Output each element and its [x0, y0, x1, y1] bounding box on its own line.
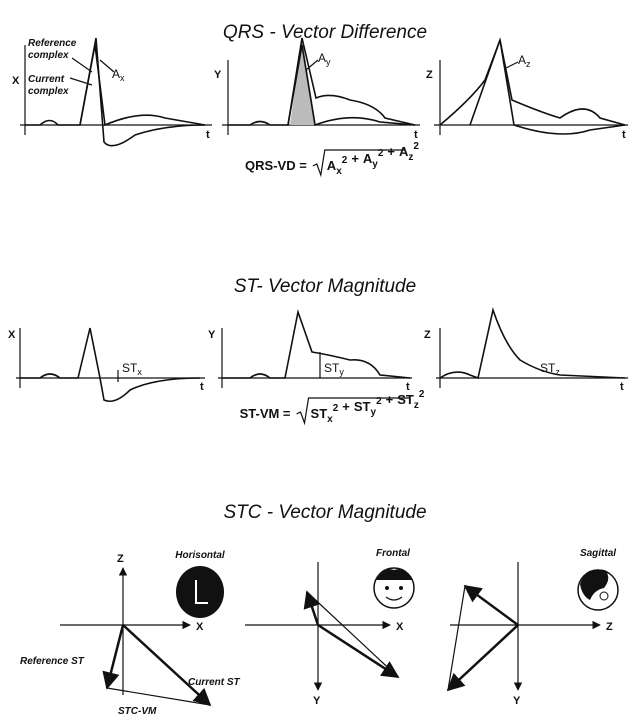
term-base: ST: [354, 399, 371, 414]
st-panel-y: Y t STy: [208, 312, 412, 393]
current-label: Current: [28, 74, 65, 85]
axis-label: Y: [313, 695, 321, 707]
axis-label: Z: [117, 553, 124, 565]
label-base: ST: [122, 361, 138, 375]
operator: +: [342, 399, 350, 414]
st-label: STz: [540, 361, 560, 377]
area-label: Az: [518, 53, 531, 69]
formula-text: ST-VM =: [240, 406, 291, 421]
axis-label: Z: [426, 69, 433, 81]
term-sub: z: [408, 152, 413, 163]
qrs-panel-z: Z t Az: [426, 40, 628, 141]
operator: +: [386, 392, 394, 407]
formula-lhs: QRS-VD =: [245, 158, 307, 173]
formula-text: QRS-VD =: [245, 158, 307, 173]
formula-terms: STx2+STy2+STz2: [311, 389, 425, 425]
plane-name: Horisontal: [175, 550, 225, 561]
term-sup: 2: [413, 141, 419, 152]
horizontal-plane: Z X Horisontal Reference ST Current ST S…: [20, 550, 241, 717]
section-title: STC - Vector Magnitude: [223, 502, 426, 523]
label-sub: z: [526, 59, 531, 69]
qrs-panel-x: Reference complex Current complex X t Ax: [12, 38, 212, 146]
axis-label: Y: [513, 695, 521, 707]
term-base: ST: [397, 392, 414, 407]
label-base: A: [518, 53, 526, 67]
term-sup: 2: [333, 403, 339, 414]
current-label: complex: [28, 86, 69, 97]
formula-lhs: ST-VM =: [240, 406, 291, 421]
st-panel-x: X t STx: [8, 328, 205, 401]
label-base: ST: [540, 361, 556, 375]
st-label: STx: [122, 361, 142, 377]
label-sub: y: [339, 367, 344, 377]
term-sub: z: [414, 400, 419, 411]
plane-name: Frontal: [376, 548, 410, 559]
frontal-plane: X Y Frontal: [245, 548, 414, 707]
label-sub: x: [120, 73, 125, 83]
time-label: t: [622, 129, 626, 141]
formula-terms: Ax2+Ay2+Az2: [327, 141, 420, 177]
sagittal-plane: Z Y Sagittal: [448, 548, 618, 707]
term-sub: x: [336, 166, 342, 177]
label-base: ST: [324, 361, 340, 375]
area-label: Ay: [318, 51, 331, 67]
term-base: ST: [311, 406, 328, 421]
label-sub: y: [326, 57, 331, 67]
qrs-panel-y: Y t Ay: [214, 38, 420, 141]
label-base: A: [318, 51, 326, 65]
st-panel-z: Z t STz: [424, 310, 628, 393]
plane-name: Sagittal: [580, 548, 616, 559]
label-sub: z: [555, 367, 560, 377]
stc-vm: STC-VM: [118, 706, 157, 717]
axis-label: X: [12, 75, 20, 87]
section-title: QRS - Vector Difference: [223, 22, 427, 43]
axis-label: Z: [606, 621, 613, 633]
axis-label: Y: [208, 329, 216, 341]
reference-label: complex: [28, 50, 69, 61]
axis-label: X: [396, 621, 404, 633]
time-label: t: [620, 381, 624, 393]
label-sub: x: [137, 367, 142, 377]
formula: QRS-VD =Ax2+Ay2+Az2: [245, 141, 419, 177]
axis-label: Y: [214, 69, 222, 81]
term-sub: y: [372, 159, 378, 170]
current-st: Current ST: [188, 677, 241, 688]
diagram: QRS - Vector Difference Reference comple…: [0, 0, 643, 718]
time-label: t: [200, 381, 204, 393]
label-base: A: [112, 67, 120, 81]
formula: ST-VM =STx2+STy2+STz2: [240, 389, 425, 425]
axis-label: X: [8, 329, 16, 341]
operator: +: [351, 151, 359, 166]
time-label: t: [206, 129, 210, 141]
reference-st: Reference ST: [20, 656, 85, 667]
term-sub: y: [371, 407, 377, 418]
axis-label: Z: [424, 329, 431, 341]
time-label: t: [414, 129, 418, 141]
operator: +: [387, 144, 395, 159]
reference-label: Reference: [28, 38, 77, 49]
st-label: STy: [324, 361, 344, 377]
section-title: ST- Vector Magnitude: [234, 276, 416, 297]
term-sub: x: [327, 414, 333, 425]
term-sup: 2: [342, 155, 348, 166]
term-sup: 2: [419, 389, 425, 400]
area-label: Ax: [112, 67, 125, 83]
axis-label: X: [196, 621, 204, 633]
